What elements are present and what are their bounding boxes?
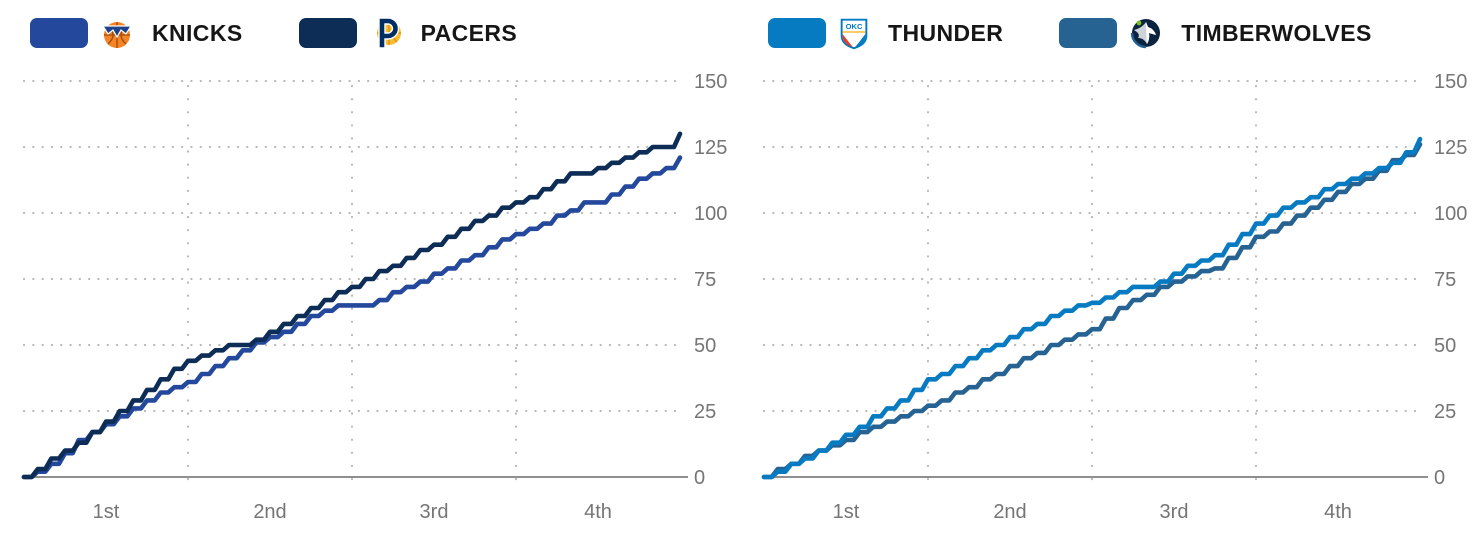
x-tick-label: 1st [833,501,860,523]
y-tick-label: 125 [694,137,727,159]
timberwolves-color-swatch [1059,18,1118,48]
legend-item-pacers: PACERS [298,13,518,53]
y-tick-label: 50 [694,335,716,357]
svg-text:OKC: OKC [846,22,863,31]
timberwolves-score-line [761,142,1423,480]
x-tick-label: 2nd [993,501,1026,523]
knicks-logo-icon [97,13,137,53]
west-legend: OKC THUNDER TIMBERWOLVES [740,0,1477,66]
east-chart-panel: KNICKS PACERS 0 25 50 75 100 125 150 1st 2nd 3rd 4… [0,0,740,523]
thunder-logo-icon: OKC [835,13,873,53]
x-tick-label: 3rd [420,501,449,523]
y-tick-label: 150 [1434,71,1467,93]
team-name-thunder: THUNDER [888,19,1004,46]
west-chart-panel: OKC THUNDER TIMBERWOLVES [740,0,1477,546]
x-tick-label: 3rd [1160,501,1189,523]
y-tick-label: 125 [1434,137,1467,159]
pacers-logo-icon [366,13,406,53]
y-tick-label: 100 [694,203,727,225]
y-tick-label: 0 [1434,467,1445,489]
east-scoring-chart: 0 25 50 75 100 125 150 1st 2nd 3rd 4th [21,71,727,523]
pacers-color-swatch [298,18,357,48]
x-tick-label: 2nd [253,501,286,523]
legend-item-timberwolves: TIMBERWOLVES [1059,13,1372,53]
y-tick-label: 0 [694,467,705,489]
y-tick-label: 25 [694,401,716,423]
thunder-color-swatch [768,18,826,48]
timberwolves-logo-icon [1126,13,1166,53]
x-tick-label: 4th [1324,501,1352,523]
west-scoring-chart: 0 25 50 75 100 125 150 1st 2nd 3rd 4th [761,71,1467,523]
east-legend: KNICKS PACERS [0,0,740,66]
y-tick-label: 50 [1434,335,1456,357]
team-name-knicks: KNICKS [152,19,243,46]
y-tick-label: 100 [1434,203,1467,225]
knicks-score-line [21,155,683,480]
y-tick-label: 75 [694,269,716,291]
y-tick-label: 150 [694,71,727,93]
pacers-score-line [21,131,683,480]
legend-item-knicks: KNICKS [30,13,243,53]
knicks-color-swatch [30,18,88,48]
thunder-score-line [761,136,1423,480]
y-tick-label: 75 [1434,269,1456,291]
y-tick-label: 25 [1434,401,1456,423]
legend-item-thunder: OKC THUNDER [768,13,1003,53]
team-name-pacers: PACERS [420,19,518,46]
x-tick-label: 1st [93,501,120,523]
team-name-timberwolves: TIMBERWOLVES [1181,19,1372,46]
x-tick-label: 4th [584,501,612,523]
